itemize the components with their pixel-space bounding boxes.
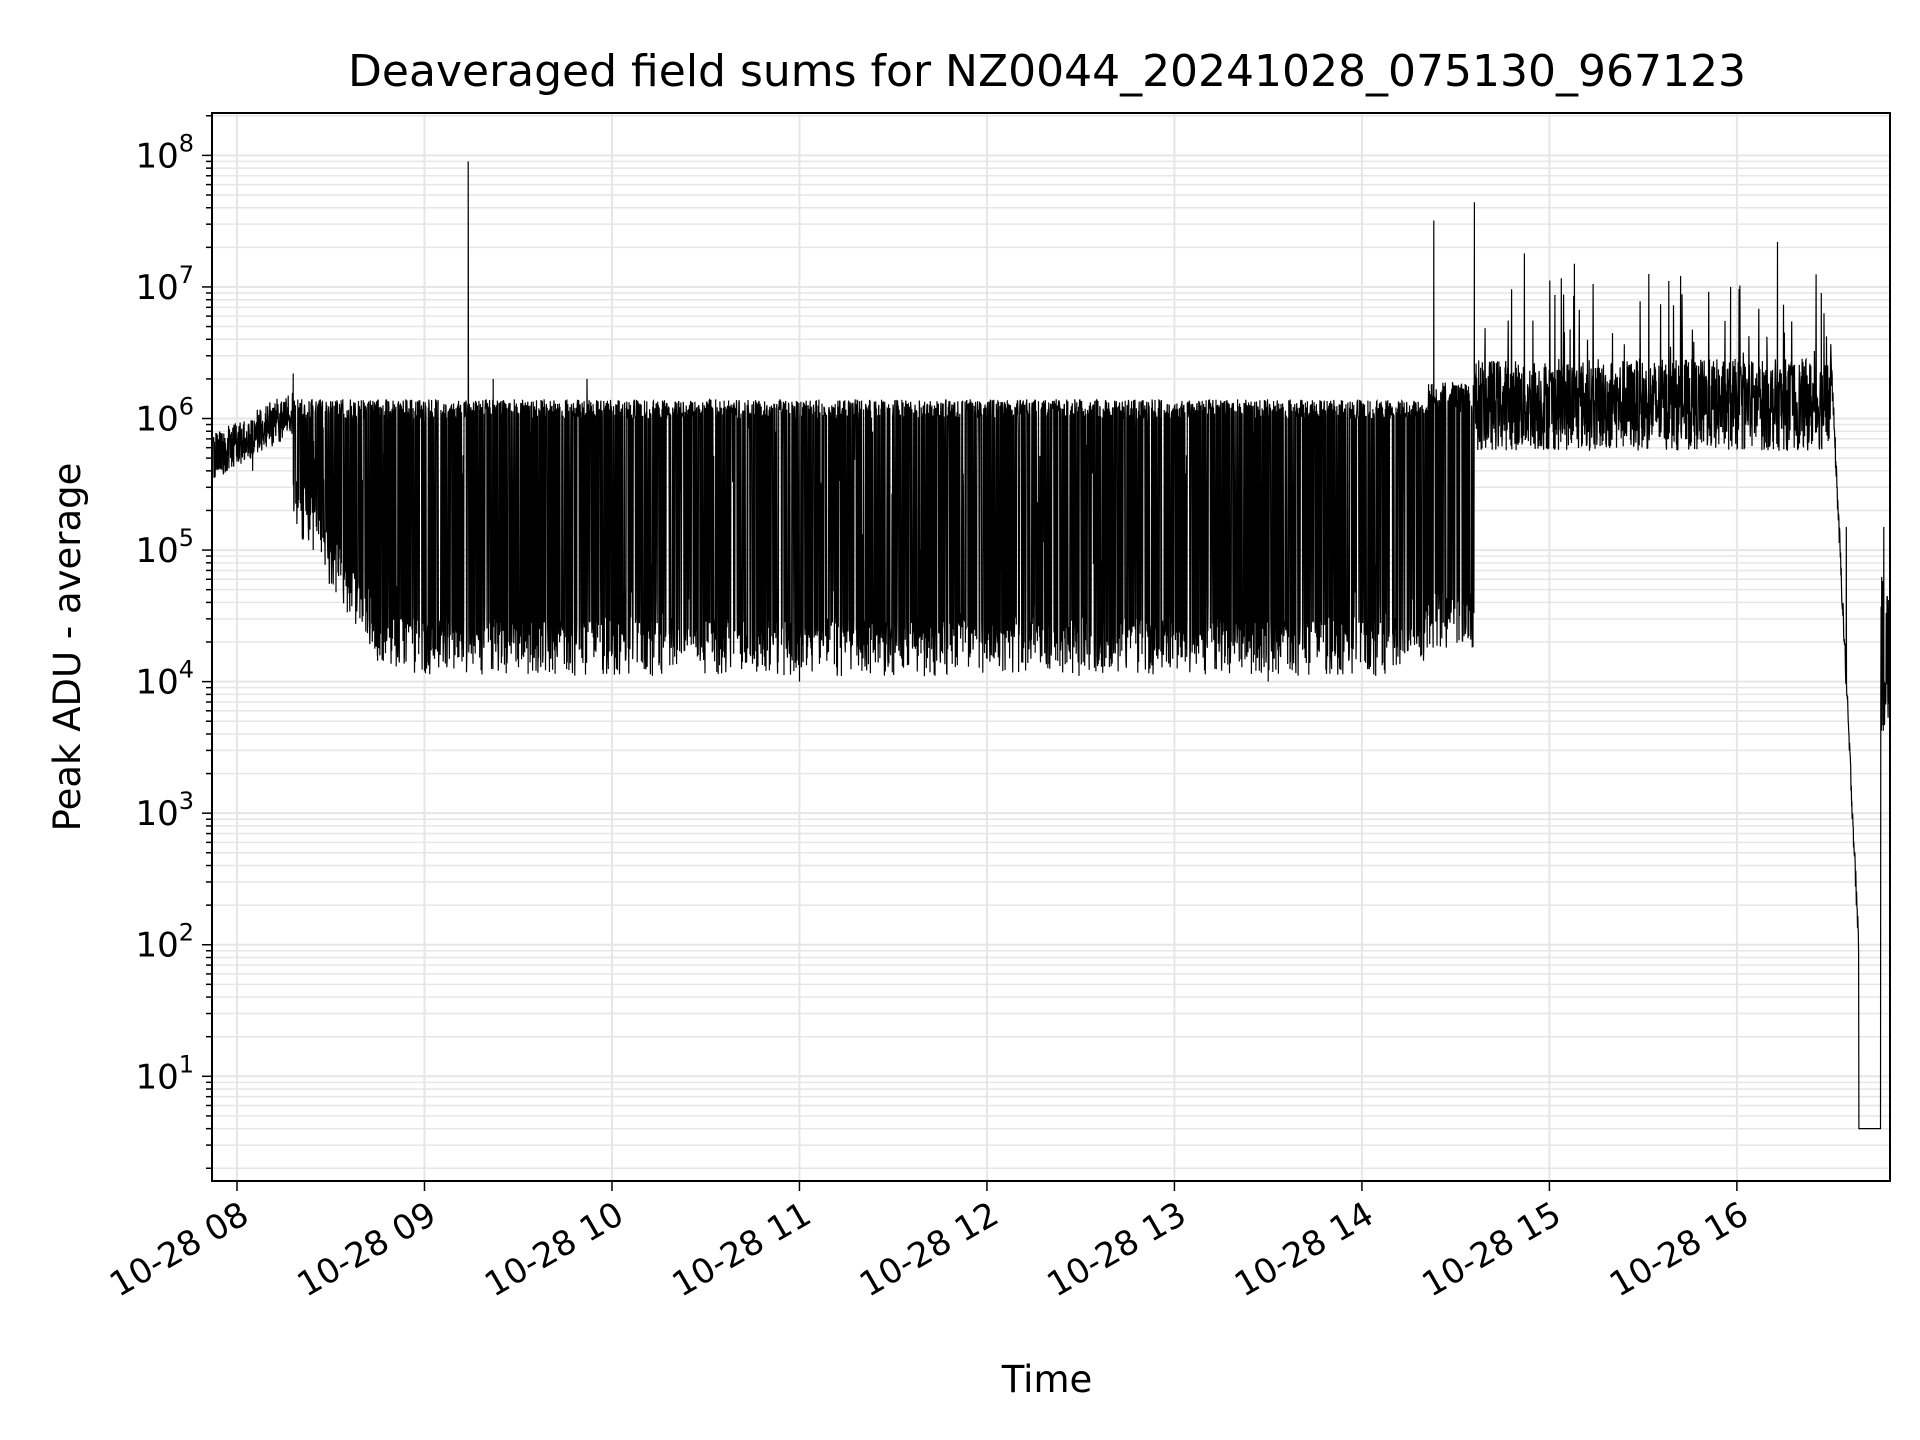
grid-lines [212, 113, 1890, 1181]
plot-frame [211, 112, 1891, 1182]
y-tick-label: 108 [135, 129, 194, 176]
chart-title: Deaveraged field sums for NZ0044_2024102… [348, 46, 1746, 97]
y-tick-label: 104 [135, 656, 194, 703]
y-axis-label: Peak ADU - average [46, 463, 89, 832]
x-axis-label: Time [1001, 1358, 1093, 1401]
y-tick-label: 103 [135, 787, 194, 834]
y-tick-label: 106 [135, 393, 194, 440]
y-tick-label: 101 [135, 1050, 194, 1097]
y-tick-label: 105 [135, 524, 194, 571]
data-series [211, 161, 1891, 1130]
y-tick-label: 107 [135, 261, 194, 308]
y-tick-label: 102 [135, 919, 194, 966]
series-line [211, 161, 1891, 1130]
